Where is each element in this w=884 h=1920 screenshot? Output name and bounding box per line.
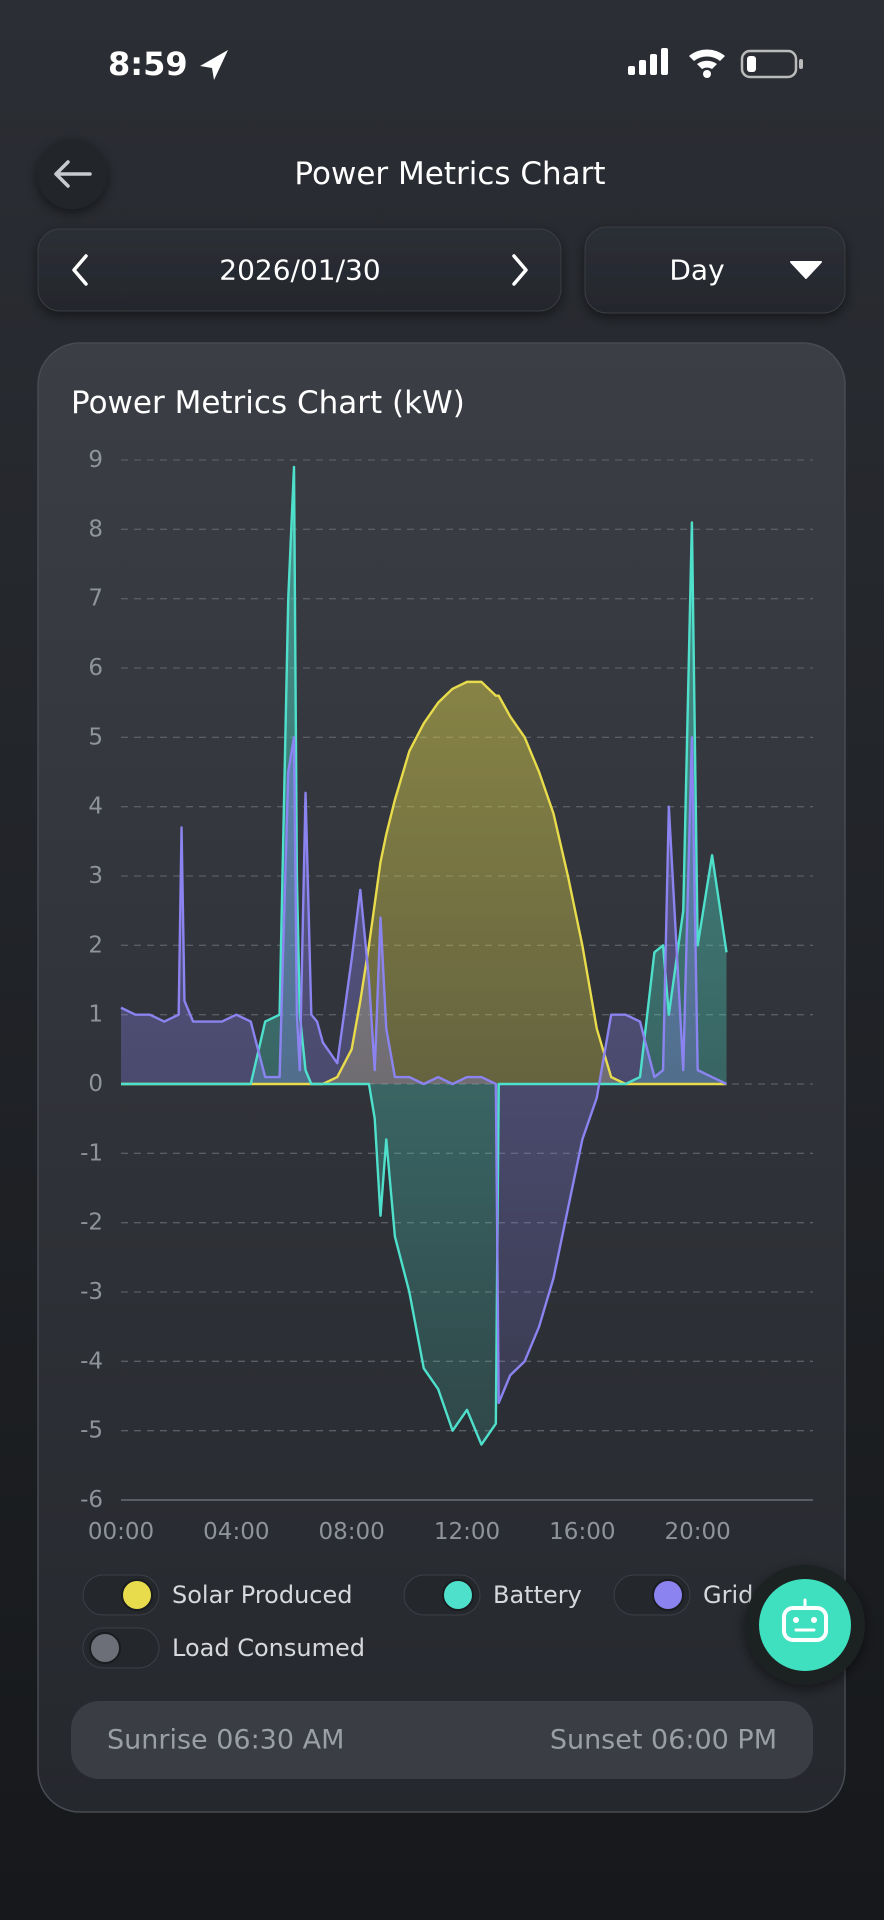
battery-icon xyxy=(740,49,803,79)
x-tick-label: 00:00 xyxy=(88,1519,154,1545)
x-tick-label: 20:00 xyxy=(665,1519,731,1545)
period-text: Day xyxy=(669,254,724,287)
y-tick-label: 2 xyxy=(88,932,103,958)
location-icon xyxy=(200,50,228,80)
chart: 9 8 7 6 5 4 3 2 1 0 -1 -2 -3 -4 -5 -6 00:00 04:00 08:00 12:… xyxy=(80,447,813,1545)
legend-label: Load Consumed xyxy=(172,1634,365,1662)
x-tick-label: 04:00 xyxy=(203,1519,269,1545)
y-tick-label: 8 xyxy=(88,516,103,542)
y-tick-label: -2 xyxy=(80,1210,103,1236)
sun-times-bar xyxy=(71,1701,813,1779)
legend-label: Battery xyxy=(493,1581,582,1609)
signal-icon xyxy=(628,48,668,75)
back-button[interactable] xyxy=(37,139,107,209)
y-tick-label: 1 xyxy=(88,1002,103,1028)
y-tick-label: 9 xyxy=(88,447,103,473)
y-tick-label: -6 xyxy=(80,1487,103,1513)
y-tick-label: 3 xyxy=(88,863,103,889)
page-title: Power Metrics Chart xyxy=(294,156,605,192)
x-tick-label: 16:00 xyxy=(549,1519,615,1545)
period-dropdown[interactable] xyxy=(584,226,846,314)
y-tick-label: -1 xyxy=(80,1140,103,1166)
wifi-icon xyxy=(689,49,725,78)
x-tick-label: 08:00 xyxy=(319,1519,385,1545)
series-area xyxy=(121,681,727,1084)
y-tick-label: 4 xyxy=(88,794,103,820)
series-area xyxy=(121,466,727,1445)
sunrise-text: Sunrise 06:30 AM xyxy=(107,1725,344,1756)
legend-knob xyxy=(652,1579,684,1611)
series-area xyxy=(121,737,727,1403)
legend-label: Solar Produced xyxy=(172,1581,353,1609)
y-tick-label: 0 xyxy=(88,1071,103,1097)
sunset-text: Sunset 06:00 PM xyxy=(550,1725,777,1756)
legend-knob xyxy=(442,1579,474,1611)
legend-label: Grid xyxy=(703,1581,753,1609)
legend-knob xyxy=(89,1632,121,1664)
next-date-button[interactable] xyxy=(512,254,528,286)
assistant-button[interactable] xyxy=(745,1565,865,1685)
legend: Solar Produced Battery Grid Load Consumed xyxy=(82,1574,753,1669)
y-tick-label: 7 xyxy=(88,586,103,612)
y-tick-label: 6 xyxy=(88,655,103,681)
prev-date-button[interactable] xyxy=(72,254,88,286)
date-picker xyxy=(37,228,562,312)
status-time: 8:59 xyxy=(108,45,188,83)
y-tick-label: -5 xyxy=(80,1418,103,1444)
x-tick-label: 12:00 xyxy=(434,1519,500,1545)
y-tick-label: 5 xyxy=(88,724,103,750)
y-tick-label: -3 xyxy=(80,1279,103,1305)
legend-knob xyxy=(121,1579,153,1611)
series-line xyxy=(121,465,728,1446)
date-text: 2026/01/30 xyxy=(219,254,380,287)
y-tick-label: -4 xyxy=(80,1348,103,1374)
chart-title: Power Metrics Chart (kW) xyxy=(71,385,465,421)
series-line xyxy=(120,736,728,1405)
